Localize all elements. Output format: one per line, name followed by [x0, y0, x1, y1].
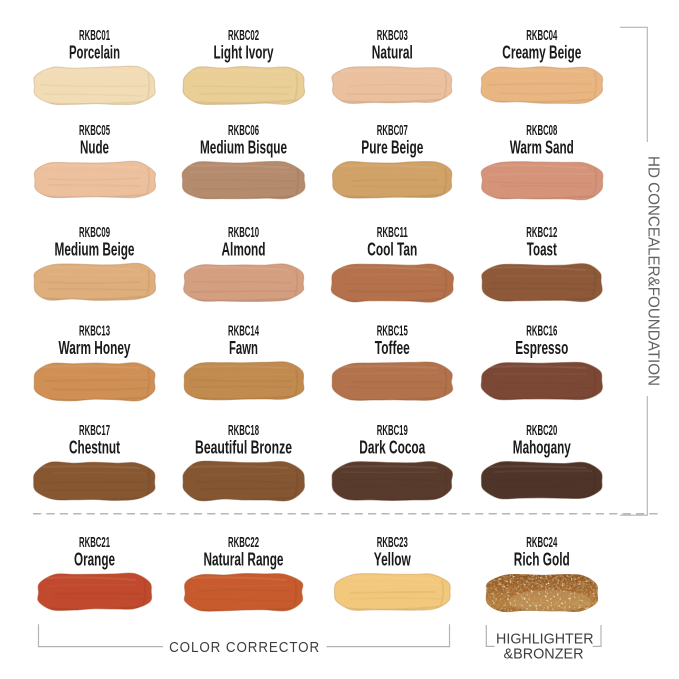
- svg-text:Porcelain: Porcelain: [69, 43, 120, 63]
- svg-text:RKBC04: RKBC04: [526, 28, 557, 44]
- svg-text:RKBC09: RKBC09: [79, 225, 110, 241]
- svg-text:Fawn: Fawn: [229, 338, 258, 358]
- svg-text:RKBC21: RKBC21: [79, 535, 110, 551]
- svg-text:Almond: Almond: [222, 240, 266, 260]
- svg-text:RKBC03: RKBC03: [377, 28, 408, 44]
- svg-text:Chestnut: Chestnut: [69, 438, 120, 458]
- svg-text:RKBC22: RKBC22: [228, 535, 259, 551]
- svg-text:RKBC11: RKBC11: [377, 225, 408, 241]
- svg-text:HD CONCEALER&FOUNDATION: HD CONCEALER&FOUNDATION: [645, 156, 662, 386]
- svg-text:COLOR CORRECTOR: COLOR CORRECTOR: [169, 640, 320, 656]
- svg-text:RKBC12: RKBC12: [526, 225, 557, 241]
- svg-text:RKBC07: RKBC07: [377, 123, 408, 139]
- svg-text:RKBC18: RKBC18: [228, 423, 259, 439]
- svg-text:Dark Cocoa: Dark Cocoa: [359, 438, 426, 458]
- svg-text:Medium Bisque: Medium Bisque: [200, 138, 287, 158]
- svg-text:Natural Range: Natural Range: [204, 550, 284, 570]
- svg-text:RKBC13: RKBC13: [79, 324, 110, 340]
- svg-text:RKBC15: RKBC15: [377, 324, 408, 340]
- svg-text:RKBC10: RKBC10: [228, 225, 259, 241]
- svg-text:Pure Beige: Pure Beige: [361, 138, 423, 158]
- svg-text:Mahogany: Mahogany: [513, 438, 571, 458]
- svg-text:Toffee: Toffee: [375, 338, 410, 358]
- svg-text:RKBC14: RKBC14: [228, 324, 259, 340]
- svg-text:Yellow: Yellow: [374, 550, 412, 570]
- svg-text:RKBC08: RKBC08: [526, 123, 557, 139]
- svg-text:Medium Beige: Medium Beige: [55, 240, 135, 260]
- svg-text:Warm Sand: Warm Sand: [510, 138, 574, 158]
- svg-text:RKBC17: RKBC17: [79, 423, 110, 439]
- svg-text:Toast: Toast: [527, 240, 557, 260]
- svg-text:RKBC05: RKBC05: [79, 123, 110, 139]
- svg-text:Orange: Orange: [74, 550, 115, 570]
- svg-text:RKBC02: RKBC02: [228, 28, 259, 44]
- svg-text:RKBC19: RKBC19: [377, 423, 408, 439]
- svg-text:RKBC01: RKBC01: [79, 28, 110, 44]
- svg-text:RKBC20: RKBC20: [526, 423, 557, 439]
- svg-text:Warm Honey: Warm Honey: [59, 338, 131, 358]
- svg-text:HIGHLIGHTER: HIGHLIGHTER: [496, 632, 594, 648]
- svg-text:Light Ivory: Light Ivory: [214, 43, 274, 63]
- svg-text:RKBC24: RKBC24: [526, 535, 557, 551]
- svg-text:RKBC23: RKBC23: [377, 535, 408, 551]
- svg-text:Rich Gold: Rich Gold: [514, 550, 570, 570]
- svg-text:Espresso: Espresso: [515, 338, 568, 358]
- svg-text:Cool Tan: Cool Tan: [367, 240, 417, 260]
- svg-text:&BRONZER: &BRONZER: [504, 646, 584, 662]
- svg-text:Nude: Nude: [80, 138, 109, 158]
- svg-text:Beautiful Bronze: Beautiful Bronze: [195, 438, 292, 458]
- svg-text:RKBC06: RKBC06: [228, 123, 259, 139]
- svg-text:Creamy Beige: Creamy Beige: [502, 43, 581, 63]
- svg-text:RKBC16: RKBC16: [526, 324, 557, 340]
- svg-text:Natural: Natural: [372, 43, 413, 63]
